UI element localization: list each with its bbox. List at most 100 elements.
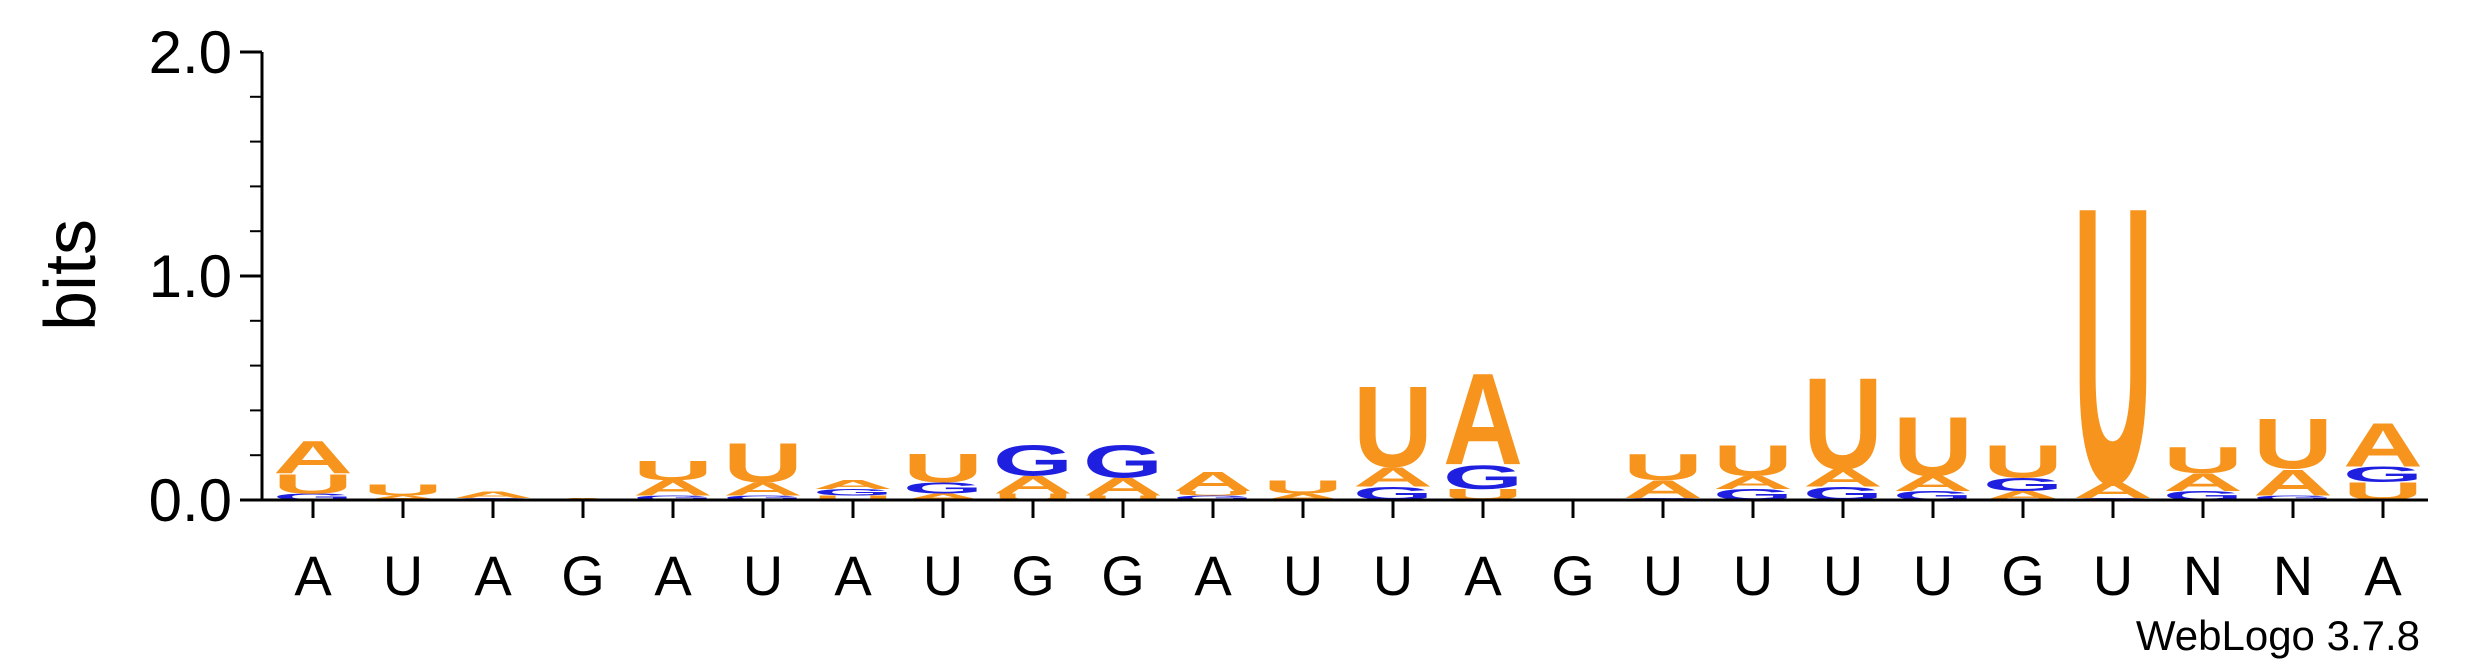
logo-letter-u: U xyxy=(1173,490,1253,497)
x-tick-label: U xyxy=(1283,544,1323,607)
x-tick-label: U xyxy=(2093,544,2133,607)
logo-letter-u: U xyxy=(1983,436,2063,488)
logo-letter-g: G xyxy=(273,492,353,502)
y-tick-label: 2.0 xyxy=(149,19,232,86)
logo-letter-u: U xyxy=(2163,439,2243,481)
logo-letter-u: U xyxy=(273,468,353,499)
x-tick-label: U xyxy=(1823,544,1863,607)
x-tick-label: U xyxy=(383,544,423,607)
x-tick-label: A xyxy=(2364,544,2402,607)
logo-letter-a: A xyxy=(2163,469,2243,497)
logo-letter-a: A xyxy=(903,492,983,502)
logo-letter-a: A xyxy=(993,471,1073,499)
logo-stack: GAU xyxy=(1893,399,1973,502)
logo-letter-u: U xyxy=(1623,446,1703,488)
logo-letter-a: A xyxy=(363,494,443,501)
logo-stack: UAG xyxy=(1083,436,1163,502)
logo-letter-a: A xyxy=(1803,464,1883,492)
logo-stack: GAU xyxy=(1353,362,1433,504)
y-axis-label: bits xyxy=(31,219,111,331)
logo-stack: GAU xyxy=(2253,404,2333,503)
logo-letter-u: U xyxy=(1893,399,1973,493)
logo-letter-g: G xyxy=(993,436,1073,485)
x-tick-label: A xyxy=(654,544,692,607)
logo-letter-g: G xyxy=(1083,436,1163,488)
logo-letter-a: A xyxy=(633,476,713,500)
x-tick-label: U xyxy=(1913,544,1953,607)
logo-stacks: GUAAUGAAGAUGAUUGAAGUUAGUAGGUAAUGAUUGAGAU… xyxy=(273,125,2423,566)
x-tick-label: U xyxy=(1373,544,1413,607)
logo-letter-u: U xyxy=(993,492,1073,502)
logo-letter-u: U xyxy=(633,455,713,486)
logo-stack: GAU xyxy=(2163,439,2243,502)
x-tick-label: A xyxy=(834,544,872,607)
logo-stack: GAU xyxy=(1803,350,1883,504)
logo-letter-a: A xyxy=(273,431,353,483)
logo-stack: UGA xyxy=(813,478,893,502)
x-tick-label: A xyxy=(1194,544,1232,607)
x-tick-label: N xyxy=(2183,544,2223,607)
x-tick-label: G xyxy=(2001,544,2045,607)
y-tick-label: 1.0 xyxy=(149,243,232,310)
logo-letter-a: A xyxy=(2343,411,2423,480)
logo-letter-g: G xyxy=(633,494,713,501)
x-tick-label: A xyxy=(474,544,512,607)
logo-stack: GAU xyxy=(633,455,713,501)
logo-stack: UGA xyxy=(2343,411,2423,506)
logo-letter-g: G xyxy=(1443,458,1523,496)
logo-letter-g: G xyxy=(723,494,803,501)
x-tick-label: G xyxy=(1551,544,1595,607)
x-tick-label: U xyxy=(1643,544,1683,607)
logo-stack: GUA xyxy=(1173,466,1253,501)
x-tick-label: U xyxy=(1733,544,1773,607)
logo-letter-u: U xyxy=(2073,125,2153,566)
logo-stack: GAU xyxy=(723,432,803,502)
logo-letter-a: A xyxy=(1353,462,1433,493)
logo-letter-a: A xyxy=(1173,466,1253,497)
logo-letter-u: U xyxy=(1083,494,1163,501)
y-tick-label: 0.0 xyxy=(149,467,232,534)
y-axis: 0.0 1.0 2.0 xyxy=(149,19,264,534)
logo-stack: AU xyxy=(1263,476,1343,502)
logo-stack: AU xyxy=(363,481,443,501)
x-tick-label: G xyxy=(1101,544,1145,607)
x-tick-label: G xyxy=(561,544,605,607)
logo-stack: UGA xyxy=(1443,345,1523,503)
x-tick-label: U xyxy=(923,544,963,607)
x-tick-label: N xyxy=(2273,544,2313,607)
logo-letter-a: A xyxy=(1713,472,1793,493)
logo-letter-u: U xyxy=(1713,436,1793,485)
logo-letter-a: A xyxy=(1443,345,1523,492)
logo-stack: GAU xyxy=(2073,125,2153,566)
logo-letter-g: G xyxy=(903,479,983,497)
logo-letter-u: U xyxy=(363,481,443,499)
logo-letter-u: U xyxy=(723,432,803,495)
logo-letter-a: A xyxy=(453,489,533,499)
x-tick-label: A xyxy=(294,544,332,607)
x-tick-label: G xyxy=(1011,544,1055,607)
logo-letter-a: A xyxy=(1263,492,1343,502)
logo-letter-a: A xyxy=(723,479,803,500)
logo-stack: GUA xyxy=(273,431,353,502)
logo-letter-u: U xyxy=(903,446,983,491)
logo-letter-g: G xyxy=(1173,494,1253,501)
logo-stack: GAU xyxy=(1623,446,1703,503)
logo-letter-u: U xyxy=(813,494,893,501)
weblogo-credit: WebLogo 3.7.8 xyxy=(2136,612,2420,659)
x-tick-label: U xyxy=(743,544,783,607)
logo-letter-g: G xyxy=(813,487,893,497)
logo-stack: UAG xyxy=(993,436,1073,502)
logo-stack: AGU xyxy=(903,446,983,502)
logo-letter-a: A xyxy=(1083,473,1163,501)
logo-stack: AGU xyxy=(1983,436,2063,503)
logo-letter-a: A xyxy=(2253,462,2333,504)
logo-stack: GAU xyxy=(1713,436,1793,503)
logo-letter-u: U xyxy=(1263,476,1343,497)
logo-letter-u: U xyxy=(2253,404,2333,484)
logo-letter-u: U xyxy=(1803,350,1883,497)
logo-letter-a: A xyxy=(2073,478,2153,502)
x-tick-label: A xyxy=(1464,544,1502,607)
logo-letter-g: G xyxy=(2253,494,2333,501)
